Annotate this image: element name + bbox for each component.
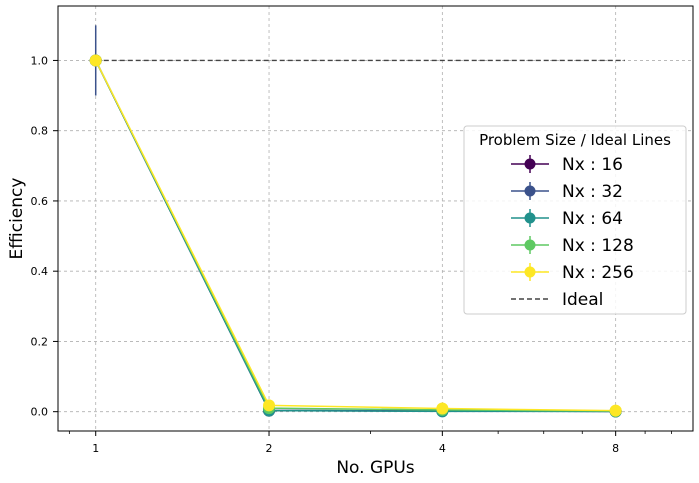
legend-marker: [524, 212, 536, 224]
legend: Problem Size / Ideal Lines Nx : 16 Nx : 3…: [463, 125, 687, 315]
data-point: [436, 402, 449, 415]
y-tick-label: 0.6: [31, 195, 49, 208]
legend-marker: [524, 158, 536, 170]
axes: 0.0 0.2 0.4 0.6 0.8 1.0 1 2 4 8: [31, 54, 672, 455]
data-point: [89, 54, 102, 67]
x-tick-label: 8: [612, 442, 619, 455]
y-tick-label: 1.0: [31, 54, 49, 67]
legend-entry: Nx : 16: [511, 155, 623, 175]
x-tick-label: 2: [266, 442, 273, 455]
legend-label: Nx : 64: [562, 209, 623, 229]
legend-label: Ideal: [562, 290, 603, 310]
legend-marker: [524, 185, 536, 197]
legend-entry: Nx : 256: [511, 263, 634, 283]
legend-label: Nx : 128: [562, 236, 634, 256]
legend-entry: Ideal: [511, 290, 603, 310]
x-tick-label: 4: [439, 442, 446, 455]
data-point: [263, 399, 276, 412]
legend-title: Problem Size / Ideal Lines: [479, 131, 671, 149]
legend-entry: Nx : 32: [511, 182, 623, 202]
legend-entry: Nx : 64: [511, 209, 623, 229]
data-point: [609, 404, 622, 417]
y-tick-label: 0.8: [31, 125, 49, 138]
y-axis-label: Efficiency: [7, 178, 27, 260]
legend-label: Nx : 32: [562, 182, 623, 202]
legend-entry: Nx : 128: [511, 236, 634, 256]
legend-label: Nx : 256: [562, 263, 634, 283]
series-line: [95, 60, 616, 412]
legend-box: [463, 125, 687, 315]
legend-marker: [524, 239, 536, 251]
plot-frame: [57, 5, 694, 432]
legend-label: Nx : 16: [562, 155, 623, 175]
series-group: [89, 25, 622, 418]
x-tick-label: 1: [92, 442, 99, 455]
legend-marker: [524, 266, 536, 278]
y-tick-label: 0.0: [31, 406, 49, 419]
y-tick-label: 0.2: [31, 335, 49, 348]
series-4: [89, 54, 622, 417]
x-axis-label: No. GPUs: [336, 458, 414, 478]
y-tick-label: 0.4: [31, 265, 49, 278]
